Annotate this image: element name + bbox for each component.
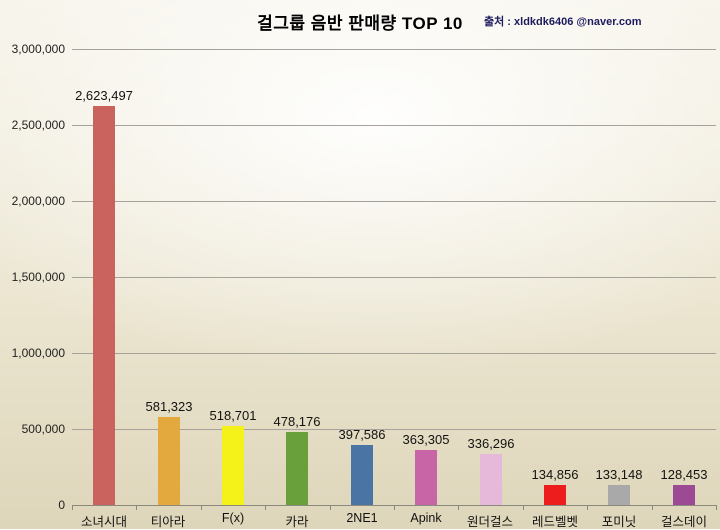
bar (351, 445, 373, 505)
bar-value-label: 128,453 (660, 467, 708, 482)
x-axis-tick (201, 505, 202, 510)
y-tick-label: 1,500,000 (11, 270, 65, 284)
y-tick-label: 3,000,000 (11, 42, 65, 56)
x-axis-tick (330, 505, 331, 510)
y-tick-label: 0 (58, 498, 65, 512)
gridline (72, 277, 716, 278)
bar-value-label: 363,305 (402, 432, 450, 447)
x-axis-tick (587, 505, 588, 510)
y-tick-label: 2,000,000 (11, 194, 65, 208)
x-axis-tick (394, 505, 395, 510)
category-label: Apink (410, 511, 442, 525)
bar-value-label: 133,148 (595, 467, 643, 482)
bar (608, 485, 630, 505)
gridline (72, 353, 716, 354)
chart-source-annotation: 출처 : xldkdk6406 @naver.com (484, 16, 642, 28)
gridline (72, 429, 716, 430)
x-axis-tick (523, 505, 524, 510)
bar (93, 106, 115, 505)
bar (415, 450, 437, 505)
bar-value-label: 336,296 (467, 436, 515, 451)
x-axis-tick (72, 505, 73, 510)
y-tick-label: 1,000,000 (11, 346, 65, 360)
bar-value-label: 518,701 (209, 408, 257, 423)
bar-value-label: 397,586 (338, 427, 386, 442)
bar-value-label: 2,623,497 (75, 88, 133, 103)
x-axis-tick (265, 505, 266, 510)
bar-value-label: 581,323 (145, 399, 193, 414)
y-tick-label: 2,500,000 (11, 118, 65, 132)
bar (673, 485, 695, 505)
bar-value-label: 134,856 (531, 467, 579, 482)
category-label: 소녀시대 (80, 515, 127, 529)
bar-value-label: 478,176 (273, 414, 321, 429)
category-label: 카라 (285, 515, 309, 529)
bar (544, 485, 566, 505)
x-axis-tick (652, 505, 653, 510)
bar (158, 417, 180, 505)
category-label: 티아라 (150, 515, 186, 529)
bar (222, 426, 244, 505)
bar (480, 454, 502, 505)
x-axis-tick (136, 505, 137, 510)
bar (286, 432, 308, 505)
category-label: 레드벨벳 (531, 515, 578, 529)
x-axis-tick (716, 505, 717, 510)
x-axis-tick (458, 505, 459, 510)
category-label: 걸스데이 (660, 515, 707, 529)
category-label: 포미닛 (601, 515, 637, 529)
chart-title: 걸그룹 음반 판매량 TOP 10 (257, 14, 463, 33)
category-label: 원더걸스 (466, 515, 513, 529)
gridline (72, 125, 716, 126)
category-label: F(x) (221, 511, 245, 525)
gridline (72, 201, 716, 202)
y-tick-label: 500,000 (21, 422, 65, 436)
gridline (72, 49, 716, 50)
category-label: 2NE1 (346, 511, 378, 525)
